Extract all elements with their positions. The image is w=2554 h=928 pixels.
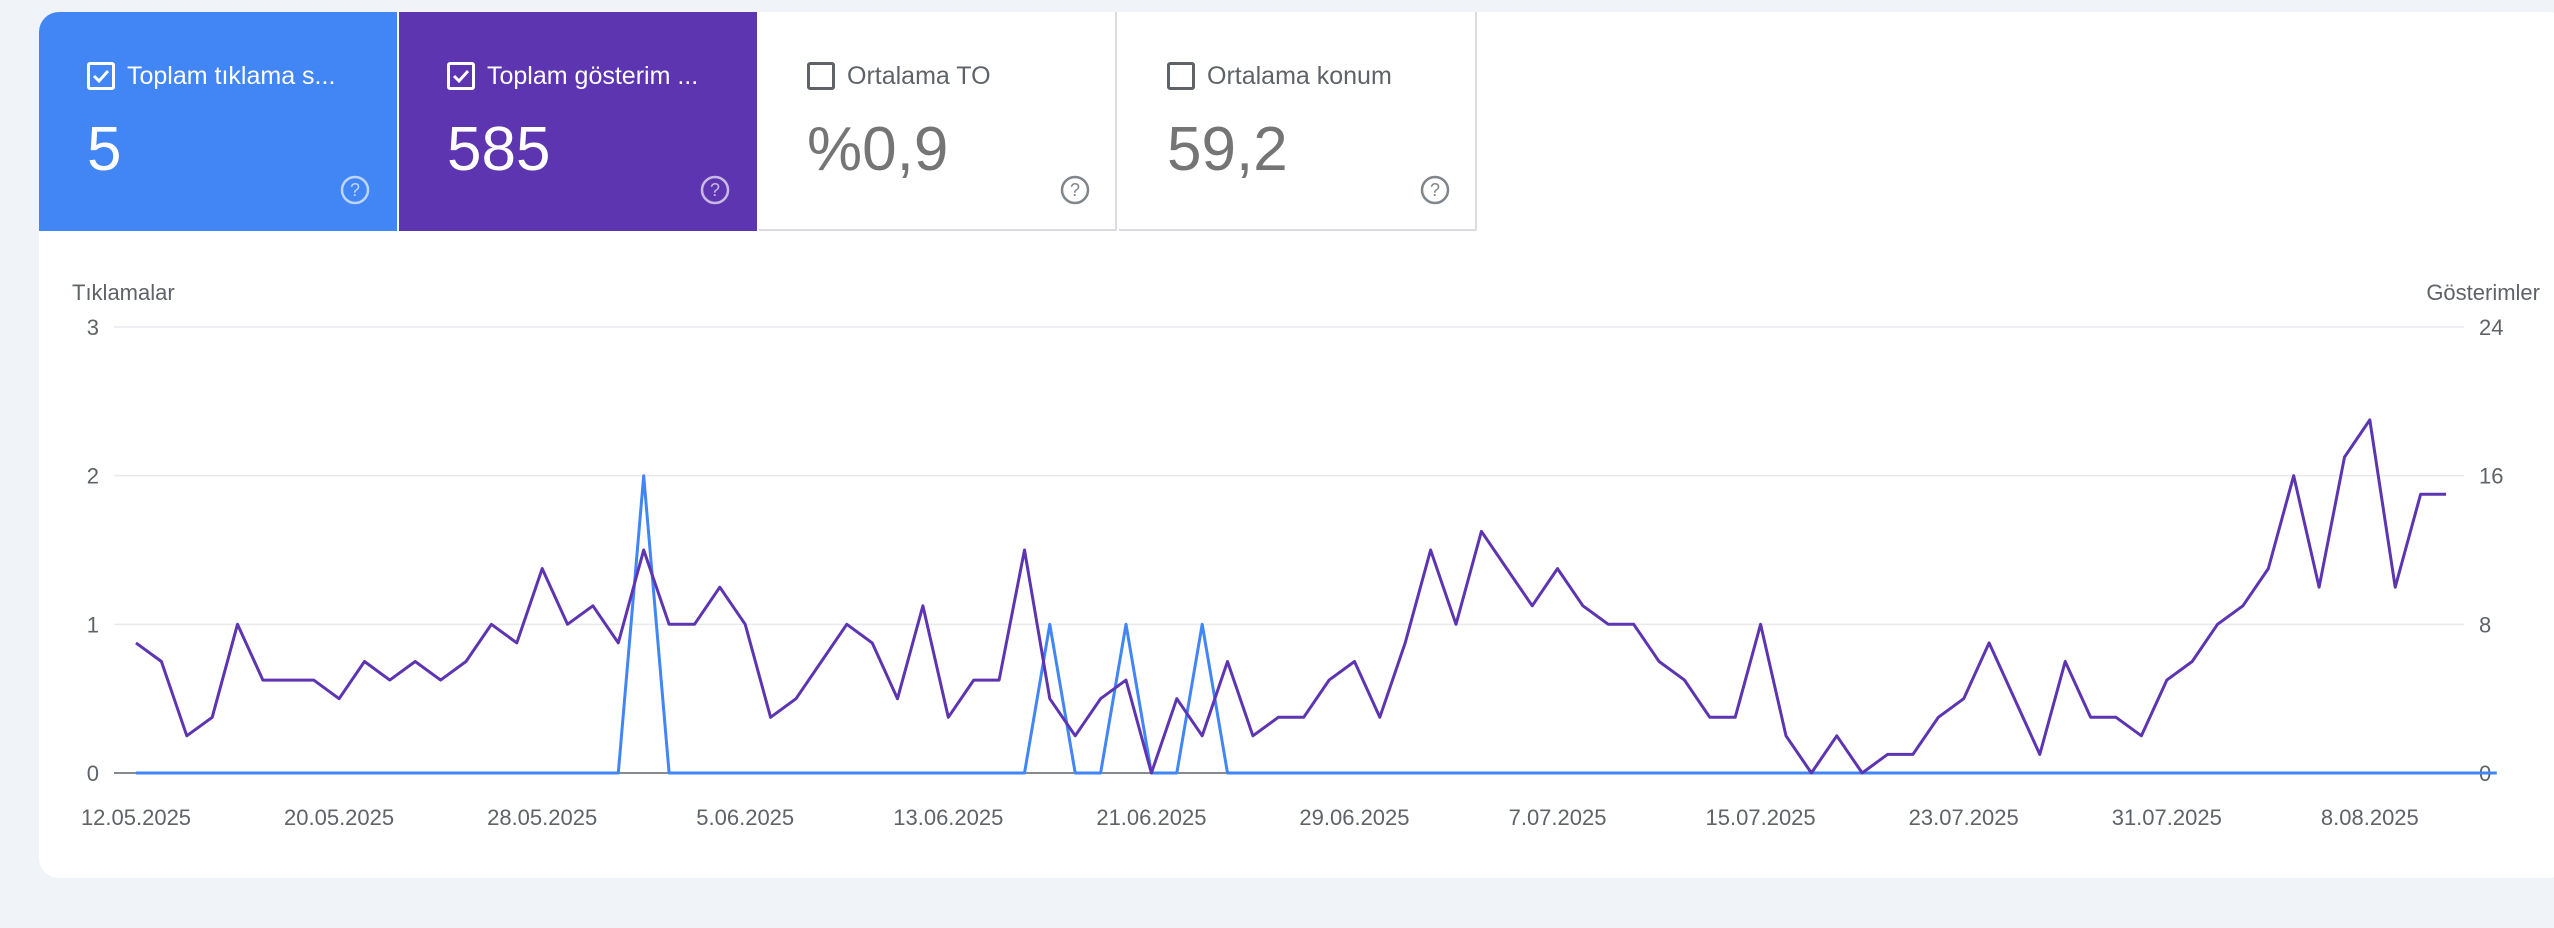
svg-text:?: ?: [350, 180, 360, 200]
x-tick-label: 28.05.2025: [487, 805, 597, 830]
x-tick-label: 29.06.2025: [1299, 805, 1409, 830]
help-icon[interactable]: ?: [339, 174, 371, 206]
metric-value: 585: [447, 115, 551, 184]
x-tick-label: 23.07.2025: [1909, 805, 2019, 830]
metric-tile-impressions[interactable]: Toplam gösterim ... 585 ?: [399, 12, 757, 231]
svg-text:?: ?: [1070, 180, 1080, 200]
metric-value: 59,2: [1167, 115, 1288, 184]
right-axis-title: Gösterimler: [2426, 280, 2540, 305]
left-axis-title: Tıklamalar: [72, 280, 175, 305]
x-tick-label: 12.05.2025: [81, 805, 191, 830]
performance-card: Toplam tıklama s... 5 ? Toplam gösterim …: [39, 12, 2554, 878]
help-icon[interactable]: ?: [699, 174, 731, 206]
series-line-clicks: [136, 474, 2497, 775]
y-tick-label-right: 24: [2479, 315, 2503, 340]
help-icon[interactable]: ?: [1059, 174, 1091, 206]
y-tick-label-left: 1: [87, 612, 99, 637]
svg-text:?: ?: [1430, 180, 1440, 200]
metric-tile-clicks[interactable]: Toplam tıklama s... 5 ?: [39, 12, 397, 231]
svg-text:?: ?: [710, 180, 720, 200]
metric-tile-position[interactable]: Ortalama konum 59,2 ?: [1119, 12, 1477, 231]
x-tick-label: 13.06.2025: [893, 805, 1003, 830]
metric-value: %0,9: [807, 115, 949, 184]
y-tick-label-left: 3: [87, 315, 99, 340]
series-line-impressions: [135, 418, 2446, 775]
checkbox-impressions[interactable]: [447, 62, 475, 90]
y-tick-label-left: 0: [87, 761, 99, 786]
y-tick-label-right: 8: [2479, 612, 2491, 637]
x-tick-label: 21.06.2025: [1096, 805, 1206, 830]
checkbox-ctr[interactable]: [807, 62, 835, 90]
metric-value: 5: [87, 115, 122, 184]
x-tick-label: 7.07.2025: [1509, 805, 1607, 830]
y-tick-label-left: 2: [87, 464, 99, 489]
x-tick-label: 15.07.2025: [1706, 805, 1816, 830]
x-tick-label: 20.05.2025: [284, 805, 394, 830]
metric-tile-ctr[interactable]: Ortalama TO %0,9 ?: [759, 12, 1117, 231]
x-tick-label: 31.07.2025: [2112, 805, 2222, 830]
checkbox-clicks[interactable]: [87, 62, 115, 90]
x-tick-label: 5.06.2025: [696, 805, 794, 830]
help-icon[interactable]: ?: [1419, 174, 1451, 206]
y-tick-label-right: 16: [2479, 464, 2503, 489]
checkbox-position[interactable]: [1167, 62, 1195, 90]
x-tick-label: 8.08.2025: [2321, 805, 2419, 830]
